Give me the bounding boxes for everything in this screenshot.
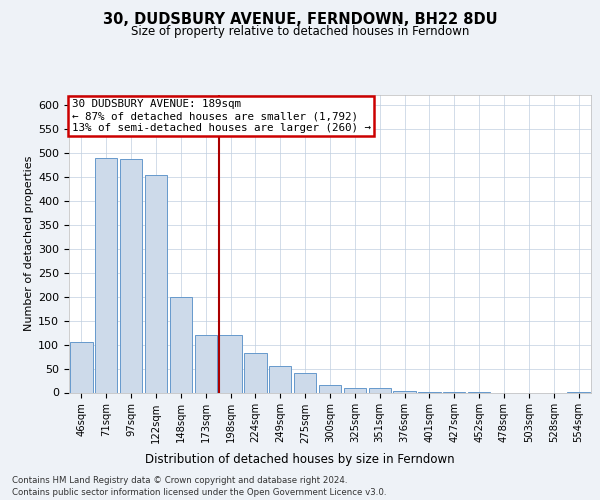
Bar bbox=[394, 391, 416, 392]
Text: 30 DUDSBURY AVENUE: 189sqm
← 87% of detached houses are smaller (1,792)
13% of s: 30 DUDSBURY AVENUE: 189sqm ← 87% of deta… bbox=[71, 100, 371, 132]
Bar bbox=[269, 366, 292, 392]
Bar bbox=[145, 174, 167, 392]
Bar bbox=[220, 335, 242, 392]
Bar bbox=[194, 335, 217, 392]
Bar bbox=[120, 159, 142, 392]
Text: 30, DUDSBURY AVENUE, FERNDOWN, BH22 8DU: 30, DUDSBURY AVENUE, FERNDOWN, BH22 8DU bbox=[103, 12, 497, 28]
Text: Distribution of detached houses by size in Ferndown: Distribution of detached houses by size … bbox=[145, 452, 455, 466]
Y-axis label: Number of detached properties: Number of detached properties bbox=[24, 156, 34, 332]
Bar bbox=[319, 386, 341, 392]
Bar bbox=[294, 374, 316, 392]
Bar bbox=[368, 388, 391, 392]
Text: Size of property relative to detached houses in Ferndown: Size of property relative to detached ho… bbox=[131, 25, 469, 38]
Bar bbox=[70, 342, 92, 392]
Bar bbox=[344, 388, 366, 392]
Bar bbox=[244, 353, 266, 393]
Text: Contains HM Land Registry data © Crown copyright and database right 2024.: Contains HM Land Registry data © Crown c… bbox=[12, 476, 347, 485]
Bar bbox=[170, 296, 192, 392]
Text: Contains public sector information licensed under the Open Government Licence v3: Contains public sector information licen… bbox=[12, 488, 386, 497]
Bar bbox=[95, 158, 118, 392]
